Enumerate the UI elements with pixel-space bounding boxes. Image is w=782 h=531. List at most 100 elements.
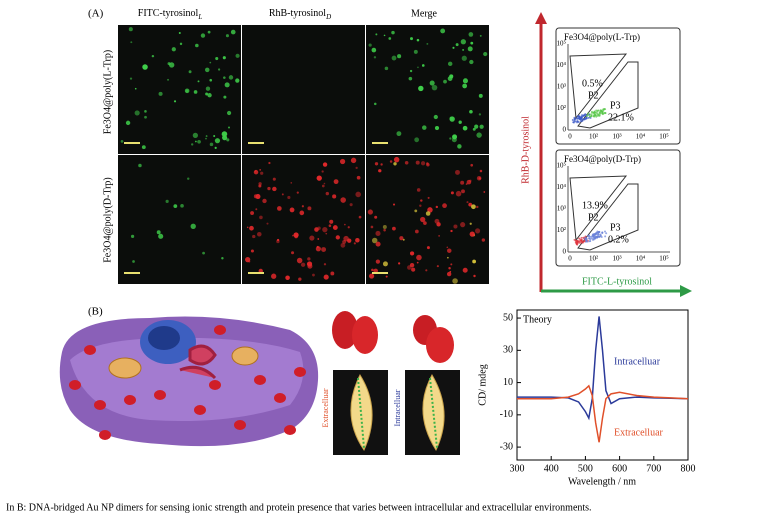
cell-dot — [373, 56, 377, 59]
cell-dot — [235, 53, 240, 58]
cell-dot — [470, 163, 474, 167]
cell-dot — [215, 56, 219, 61]
event-dot — [589, 115, 592, 118]
event-dot — [591, 111, 594, 114]
cell-dot — [178, 31, 181, 35]
event-dot — [590, 237, 593, 240]
cell-dot — [450, 263, 453, 266]
cell-dot — [453, 224, 458, 229]
event-dot — [577, 121, 580, 124]
cell-dot — [167, 78, 169, 81]
cell-dot — [321, 184, 325, 188]
plot-box — [555, 27, 681, 145]
cell-dot — [419, 204, 422, 207]
cell-dot — [253, 194, 258, 199]
event-dot — [595, 231, 598, 234]
plot-title: Fe3O4@poly(L-Trp) — [564, 32, 640, 42]
cell-dot — [416, 261, 419, 264]
cell-dot — [452, 46, 455, 49]
cell-dot — [209, 61, 212, 64]
cell-dot — [470, 41, 474, 45]
cell-dot — [144, 115, 147, 119]
cell-dot — [449, 116, 454, 121]
cell-dot — [451, 137, 457, 143]
cell-dot — [391, 30, 395, 35]
cell-dot — [221, 131, 228, 137]
cell-dot — [325, 191, 329, 196]
y-tick-label: 10³ — [557, 83, 566, 91]
event-dot — [582, 118, 585, 121]
event-dot — [580, 236, 583, 239]
cell-dot — [333, 179, 339, 185]
x-tick-label: 10⁴ — [636, 133, 646, 141]
cell-dot — [190, 223, 196, 229]
row-label: Fe3O4@poly(D-Trp) — [102, 177, 113, 263]
arrow-head — [680, 285, 692, 297]
image-tile — [242, 155, 365, 284]
cell-dot — [414, 137, 420, 143]
cell-dot — [435, 205, 439, 209]
cell-dot — [262, 198, 267, 204]
cell-dot — [413, 49, 418, 54]
event-dot — [589, 239, 592, 242]
extracellular-label: Extracelluar — [321, 388, 330, 427]
cell-dot — [344, 223, 346, 226]
cell-dot — [383, 228, 386, 232]
cell-dot — [187, 177, 190, 180]
cell-dot — [392, 226, 396, 231]
cell-dot — [173, 204, 178, 208]
cell-dot — [184, 88, 190, 94]
cell-dot — [254, 170, 257, 173]
image-tile — [118, 155, 241, 284]
cell-dot — [250, 249, 254, 253]
cell-dot — [330, 271, 335, 276]
cell-dot — [391, 55, 397, 61]
cell-dot — [322, 226, 328, 233]
cell-dot — [426, 246, 430, 250]
cell-dot — [457, 144, 462, 149]
y-tick-label: 0 — [563, 248, 567, 256]
flow-x-label: FITC-L-tyrosinol — [582, 276, 652, 287]
cell-dot — [448, 266, 451, 270]
event-dot — [589, 235, 592, 238]
cell-dot — [465, 183, 468, 185]
event-dot — [571, 119, 574, 122]
cell-dot — [138, 163, 142, 168]
cell-dot — [462, 125, 468, 131]
cell-dot — [325, 232, 328, 235]
cell-dot — [289, 207, 295, 213]
event-dot — [585, 115, 588, 118]
cell-dot — [469, 222, 472, 225]
event-dot — [576, 241, 579, 244]
nanoparticle — [209, 380, 221, 390]
cell-dot — [479, 124, 484, 129]
cell-dot — [460, 39, 466, 45]
cell-dot — [476, 175, 482, 181]
cell-dot — [449, 137, 452, 140]
cell-dot — [349, 203, 353, 207]
cell-dot — [447, 248, 452, 253]
cell-dot — [144, 110, 147, 113]
cell-dot — [469, 59, 474, 65]
gate-name: P2 — [588, 90, 599, 101]
cell-dot — [323, 182, 326, 185]
cell-dot — [404, 160, 409, 165]
cell-dot — [225, 34, 229, 38]
cell-dot — [374, 102, 377, 106]
event-dot — [572, 121, 575, 124]
cell-dot — [462, 48, 465, 51]
cell-dot — [192, 132, 198, 139]
cell-dot — [167, 62, 171, 66]
cell-dot — [407, 265, 412, 270]
x-tick-label: 10² — [589, 255, 598, 263]
cell-dot — [478, 113, 482, 116]
nanoparticle — [234, 420, 246, 430]
cell-dot — [271, 273, 277, 279]
cell-dot — [371, 237, 378, 244]
event-dot — [597, 233, 600, 236]
nanoparticle — [294, 367, 306, 377]
cell-dot — [323, 274, 329, 280]
gate-name: P2 — [588, 212, 599, 223]
column-label: Merge — [411, 8, 437, 19]
cell-dot — [258, 182, 262, 186]
